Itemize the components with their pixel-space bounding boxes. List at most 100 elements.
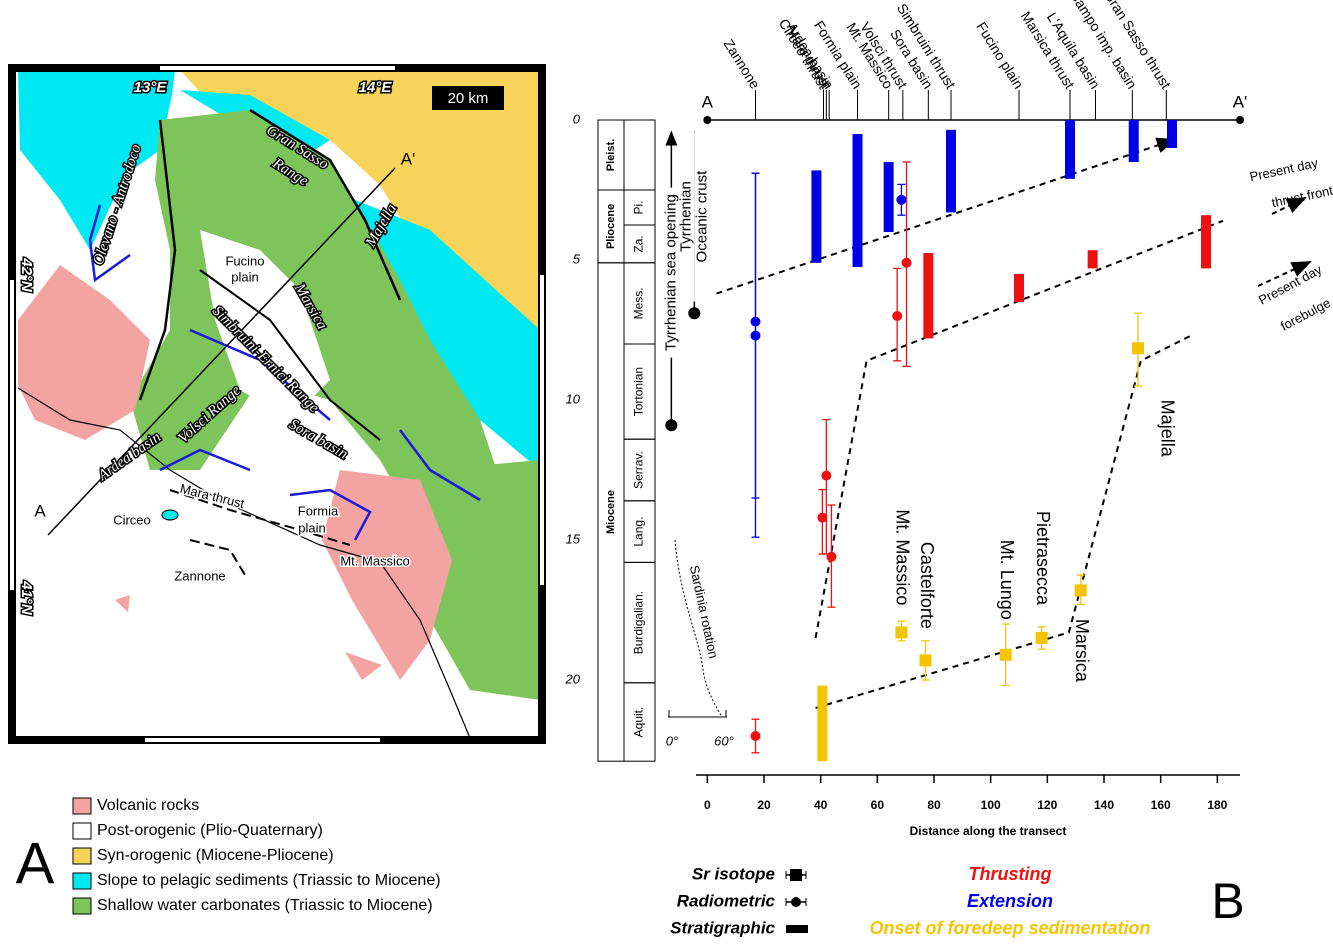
- map: 20 km 13°E 14°E 42°N 41°N A A' Olevano -…: [12, 68, 542, 740]
- x-tick-label: 160: [1151, 798, 1171, 812]
- x-tick-label: 60: [871, 798, 885, 812]
- graticule-label: 13°E: [134, 79, 168, 96]
- site-label: Mt. Lungo: [997, 540, 1017, 620]
- place-label: Mt. Massico: [340, 553, 409, 568]
- stage-label: Serrav.: [632, 451, 646, 489]
- stratigraphic-bar: [1129, 120, 1139, 162]
- graticule-label: 42°N: [18, 257, 35, 293]
- transect-end: [703, 116, 711, 124]
- legend-symbol: [790, 869, 802, 881]
- radiometric-point: [896, 195, 906, 205]
- x-tick-label: 80: [927, 798, 941, 812]
- stratigraphic-bar: [811, 170, 821, 262]
- stage-label: Tortonian: [632, 367, 646, 416]
- y-tick-label: 5: [573, 251, 581, 266]
- graticule-label: 41°N: [18, 580, 35, 616]
- transect-label: Zannone: [721, 36, 764, 92]
- method-label: Sr isotope: [692, 864, 775, 883]
- legend-symbol: [791, 897, 801, 907]
- site-label: Majella: [1157, 400, 1177, 458]
- stage-label: Burdigalian.: [632, 591, 646, 654]
- scale-bar: 20 km: [448, 90, 489, 107]
- site-label: Pietrasecca: [1033, 511, 1053, 606]
- legend-label: Shallow water carbonates (Triassic to Mi…: [97, 897, 433, 914]
- graticule-label: 14°E: [359, 79, 393, 96]
- x-tick-label: 100: [981, 798, 1001, 812]
- method-label: Stratigraphic: [670, 918, 775, 937]
- stratigraphic-bar: [1014, 274, 1024, 302]
- inset-label: 60°: [714, 733, 734, 748]
- stratigraphic-bar: [1088, 250, 1098, 268]
- stage-box: [624, 120, 655, 190]
- stratigraphic-bar: [884, 162, 894, 232]
- sr-point: [1036, 632, 1048, 644]
- section-end: A': [1233, 92, 1248, 111]
- method-label: Radiometric: [677, 891, 776, 910]
- stratigraphic-bar: [853, 134, 863, 267]
- section-end: A: [702, 92, 714, 111]
- stage-label: Lang.: [632, 517, 646, 547]
- place-label: Fucino: [225, 253, 264, 268]
- stratigraphic-bar: [1167, 120, 1177, 148]
- transect-end: [1236, 116, 1244, 124]
- legend-label: Post-orogenic (Plio-Quaternary): [97, 822, 323, 839]
- stage-label: Pi.: [632, 200, 646, 214]
- stratigraphic-bar: [1065, 120, 1075, 179]
- group-legend: Extension: [967, 891, 1053, 911]
- inset-title: Sardinia rotation: [687, 564, 721, 660]
- stratigraphic-bar: [817, 686, 827, 762]
- site-label: Marsica: [1072, 619, 1092, 683]
- group-legend: Thrusting: [969, 864, 1052, 884]
- radiometric-point: [892, 311, 902, 321]
- transect-label: Fucino plain: [973, 19, 1027, 92]
- x-tick-label: 0: [704, 798, 711, 812]
- stratigraphic-bar: [1201, 215, 1211, 268]
- sr-point: [920, 654, 932, 666]
- legend-swatch: [73, 898, 91, 914]
- event-label: Oceanic crust: [693, 170, 710, 263]
- front-line: [716, 140, 1174, 294]
- x-axis-label: Distance along the transect: [910, 824, 1067, 838]
- y-tick-label: 0: [573, 111, 581, 126]
- chart: 02040608010012014016018005101520AA'Zanno…: [565, 0, 1333, 938]
- place-label: Formia: [298, 503, 339, 518]
- legend-symbol: [786, 925, 808, 933]
- legend-swatch: [73, 848, 91, 864]
- radiometric-point: [751, 731, 761, 741]
- section-end: A: [34, 501, 46, 520]
- panel-label: A: [16, 831, 55, 896]
- stage-label: Aquit.: [632, 707, 646, 738]
- legend-label: Syn-orogenic (Miocene-Pliocene): [97, 847, 334, 864]
- legend-swatch: [73, 873, 91, 889]
- present-day-label: forebulge: [1278, 295, 1333, 334]
- legend-swatch: [73, 798, 91, 814]
- legend-swatch: [73, 823, 91, 839]
- event-label: Tyrrhenian: [677, 181, 694, 252]
- radiometric-point: [751, 331, 761, 341]
- legend-label: Volcanic rocks: [97, 797, 199, 814]
- legend-label: Slope to pelagic sediments (Triassic to …: [97, 872, 441, 889]
- y-tick-label: 15: [566, 531, 581, 546]
- stage-label: Za.: [632, 235, 646, 252]
- present-day-label: thrust front: [1270, 183, 1333, 211]
- panel-label: B: [1211, 873, 1244, 929]
- x-tick-label: 20: [757, 798, 771, 812]
- epoch-label: Pliocene: [605, 204, 617, 249]
- figure: 20 km 13°E 14°E 42°N 41°N A A' Olevano -…: [0, 0, 1333, 942]
- radiometric-point: [902, 258, 912, 268]
- stage-label: Mess.: [632, 287, 646, 319]
- x-tick-label: 40: [814, 798, 828, 812]
- place-label: plain: [231, 269, 258, 284]
- site-label: Mt. Massico: [893, 509, 913, 605]
- sr-point: [1075, 584, 1087, 596]
- epoch-label: Miocene: [605, 490, 617, 534]
- place-label: Zannone: [174, 568, 225, 583]
- radiometric-point: [817, 513, 827, 523]
- radiometric-point: [826, 552, 836, 562]
- place-label: plain: [298, 520, 325, 535]
- place-label: Circeo: [113, 512, 151, 527]
- sr-point: [1000, 649, 1012, 661]
- y-tick-label: 20: [565, 671, 581, 686]
- radiometric-point: [821, 471, 831, 481]
- x-tick-label: 120: [1037, 798, 1057, 812]
